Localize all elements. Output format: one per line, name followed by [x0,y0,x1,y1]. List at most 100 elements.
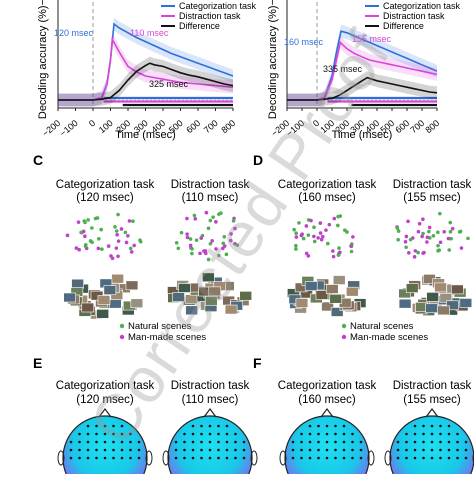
electrode [200,440,203,444]
ear-marker [384,450,392,466]
electrode [208,440,212,444]
electrode [334,424,337,428]
electrode [200,432,203,436]
legend-manmade-label: Man-made scenes [350,332,428,343]
x-tick-label: 600 [184,118,202,135]
electrode [439,448,442,452]
mds-point [436,230,440,235]
peak-annotation: 335 msec [323,64,363,74]
mds-point [319,237,324,242]
mds-point [327,222,332,227]
topo-panels: Categorization task (120 msec) Distraction… [56,380,474,474]
mds-task-time: (160 msec) [298,192,356,204]
electrode [191,432,195,436]
electrode [334,432,337,436]
electrode [242,456,246,460]
mds-point [128,246,133,251]
electrode [351,440,354,444]
mds-thumbnail [108,298,122,309]
electrode [342,432,346,436]
mds-point [235,243,240,247]
x-tick-label: 800 [423,118,441,135]
mds-point [466,236,470,241]
mds-thumbnail [202,272,215,283]
mds-point [208,218,213,223]
mds-thumbnail [81,302,95,313]
mds-point [396,229,401,233]
mds-point [202,249,206,253]
mds-point [425,235,430,240]
electrode [359,448,363,452]
electrode [342,456,346,460]
mds-point [138,239,143,244]
electrode [129,456,132,460]
mds-thumbnail [459,298,473,308]
mds-thumbnail [103,285,117,296]
mds-point [396,237,400,242]
mds-point [194,238,199,242]
mds-point [309,218,313,223]
mds-point [83,234,87,239]
mds-task-time: (110 msec) [182,192,239,204]
mds-point [403,239,408,244]
nose-marker [425,408,439,418]
mds-thumbnail [330,307,344,317]
mds-thumbnail [398,288,411,299]
electrode [103,448,107,452]
mds-point [407,251,411,255]
electrode [120,440,124,444]
mds-point [204,210,209,215]
mds-point [300,232,304,236]
mds-point [210,239,214,243]
electrode [242,440,246,444]
legend-entry: Distraction task [179,11,241,21]
mds-thumbnail [96,309,110,319]
electrode [422,432,425,436]
mds-point [208,241,213,246]
mds-point [193,216,198,221]
legend-manmade-marker [119,334,125,340]
electrode [120,432,124,436]
electrode [413,432,417,436]
peak-annotation: 155 msec [352,34,392,44]
mds-point [331,249,335,253]
mds-thumbnail [346,286,359,297]
electrode [191,424,195,428]
series-band [58,17,233,107]
electrode [430,424,434,428]
electrode [447,448,451,452]
electrode [174,440,178,444]
electrode [308,432,312,436]
electrode [120,424,124,428]
legend-entry: Distraction task [383,11,445,21]
electrode [430,448,434,452]
electrode [191,440,195,444]
legend-manmade-marker [341,334,347,340]
mds-thumbnail [315,290,329,300]
electrode [456,432,459,436]
mds-point [82,219,87,223]
electrode [351,432,354,436]
electrode [342,440,346,444]
electrode [112,440,115,444]
panel-label-e: E [33,355,42,371]
mds-point [422,250,426,255]
electrode [103,456,107,460]
ear-marker [279,450,287,466]
peak-annotation: 110 msec [130,28,169,38]
panel-label-c: C [33,152,43,168]
mds-point [132,243,136,248]
electrode [342,424,346,428]
mds-point [199,236,203,240]
mds-thumbnail [321,301,334,312]
mds-point [115,232,119,237]
mds-point [123,230,128,235]
mds-point [450,226,455,231]
electrode [334,440,337,444]
x-axis-label: Time (msec) [115,129,176,141]
mds-point [312,225,316,230]
series-line [287,76,438,101]
electrode [217,424,220,428]
electrode [464,440,468,444]
